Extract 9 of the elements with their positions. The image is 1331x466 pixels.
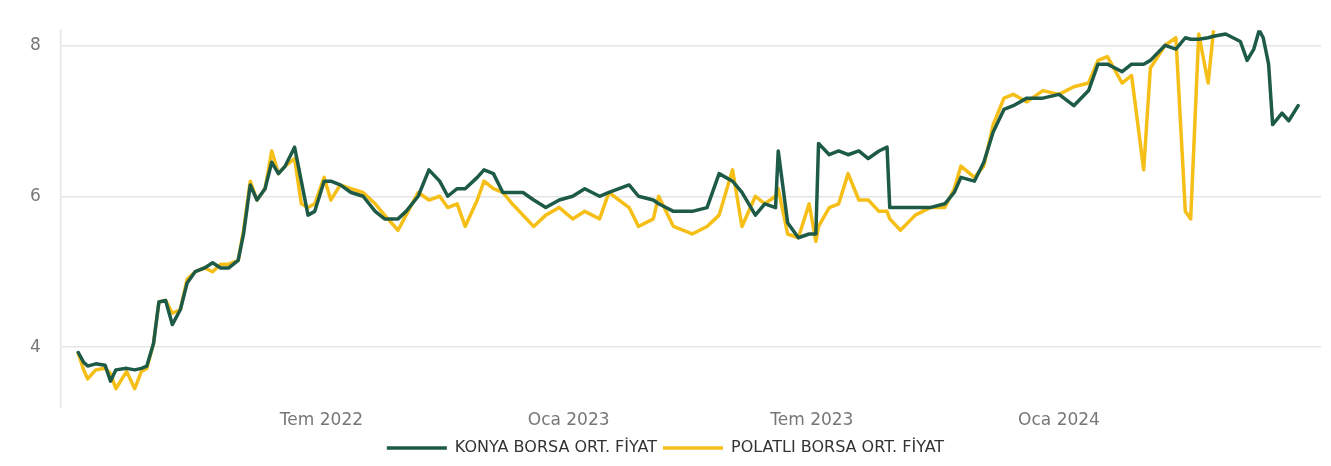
x-tick-label: Tem 2023 <box>769 409 854 430</box>
legend-label: POLATLI BORSA ORT. FİYAT <box>731 437 945 457</box>
x-tick-label: Tem 2022 <box>278 409 364 430</box>
y-tick-label: 8 <box>29 33 41 54</box>
x-tick-label: Oca 2024 <box>1018 409 1100 430</box>
x-tick-label: Oca 2023 <box>527 409 610 430</box>
y-tick-label: 6 <box>29 184 41 205</box>
legend-label: KONYA BORSA ORT. FİYAT <box>454 437 658 457</box>
y-tick-label: 4 <box>29 335 41 356</box>
